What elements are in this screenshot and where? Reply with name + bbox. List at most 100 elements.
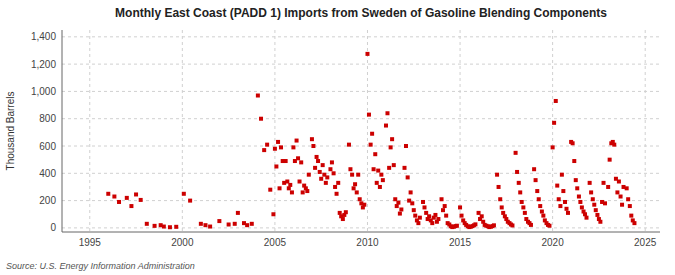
point [608, 158, 612, 162]
point [561, 189, 565, 193]
point [501, 211, 505, 215]
point [398, 212, 402, 216]
point [580, 205, 584, 209]
point [370, 132, 374, 136]
point [316, 159, 320, 163]
point [413, 214, 417, 218]
y-tick-label: 1,400 [31, 31, 56, 42]
point [626, 197, 630, 201]
y-grid-line [62, 146, 660, 147]
point [291, 145, 295, 149]
point [310, 137, 314, 141]
point [125, 196, 129, 200]
point [284, 159, 288, 163]
y-tick-label: 1,200 [31, 59, 56, 70]
x-grid-line [367, 30, 368, 232]
point [514, 151, 518, 155]
point [321, 163, 325, 167]
point [409, 190, 413, 194]
point [139, 198, 143, 202]
point [628, 204, 632, 208]
point [617, 180, 621, 184]
point [174, 225, 178, 229]
point [353, 182, 357, 186]
point [537, 197, 541, 201]
point [117, 200, 121, 204]
point [392, 163, 396, 167]
point [520, 200, 524, 204]
point [318, 170, 322, 174]
point [395, 204, 399, 208]
point [355, 190, 359, 194]
point [497, 185, 501, 189]
point [603, 201, 607, 205]
point [333, 185, 337, 189]
x-tick-label: 2025 [634, 237, 657, 248]
point [324, 181, 328, 185]
point [313, 166, 317, 170]
point [311, 144, 315, 148]
point [262, 148, 266, 152]
point [385, 111, 389, 115]
x-grid-line [89, 30, 90, 232]
point [344, 210, 348, 214]
point [307, 173, 311, 177]
point [406, 175, 410, 179]
x-grid-line [274, 30, 275, 232]
point [271, 212, 275, 216]
point [440, 197, 444, 201]
point [410, 201, 414, 205]
point [594, 208, 598, 212]
point [315, 155, 319, 159]
x-tick-label: 2005 [264, 237, 287, 248]
point [332, 171, 336, 175]
point [532, 167, 536, 171]
point [290, 190, 294, 194]
point [595, 213, 599, 217]
x-tick-label: 2020 [541, 237, 564, 248]
point [473, 222, 477, 226]
point [521, 205, 525, 209]
x-grid-line [460, 30, 461, 232]
point [443, 204, 447, 208]
point [199, 222, 203, 226]
point [381, 178, 385, 182]
point [389, 145, 393, 149]
point [384, 124, 388, 128]
point [373, 152, 377, 156]
y-tick-label: 600 [39, 141, 56, 152]
point [515, 170, 519, 174]
point [518, 190, 522, 194]
point [583, 212, 587, 216]
point [571, 141, 575, 145]
point [396, 201, 400, 205]
point [619, 195, 623, 199]
point [129, 204, 133, 208]
point [393, 197, 397, 201]
point [352, 186, 356, 190]
point [295, 139, 299, 143]
point [612, 143, 616, 147]
point [362, 203, 366, 207]
point [305, 189, 309, 193]
point [423, 205, 427, 209]
point [589, 190, 593, 194]
point [441, 208, 445, 212]
y-axis-label: Thousand Barrels [5, 92, 16, 171]
point [625, 186, 629, 190]
point [350, 173, 354, 177]
point [563, 200, 567, 204]
point [535, 189, 539, 193]
title: Monthly East Coast (PADD 1) Imports from… [115, 6, 607, 20]
point [460, 214, 464, 218]
point [458, 205, 462, 209]
y-grid-line [62, 64, 660, 65]
point [335, 192, 339, 196]
point [498, 197, 502, 201]
point [301, 190, 305, 194]
point [375, 181, 379, 185]
point [347, 143, 351, 147]
point [328, 167, 332, 171]
point [578, 200, 582, 204]
point [278, 186, 282, 190]
